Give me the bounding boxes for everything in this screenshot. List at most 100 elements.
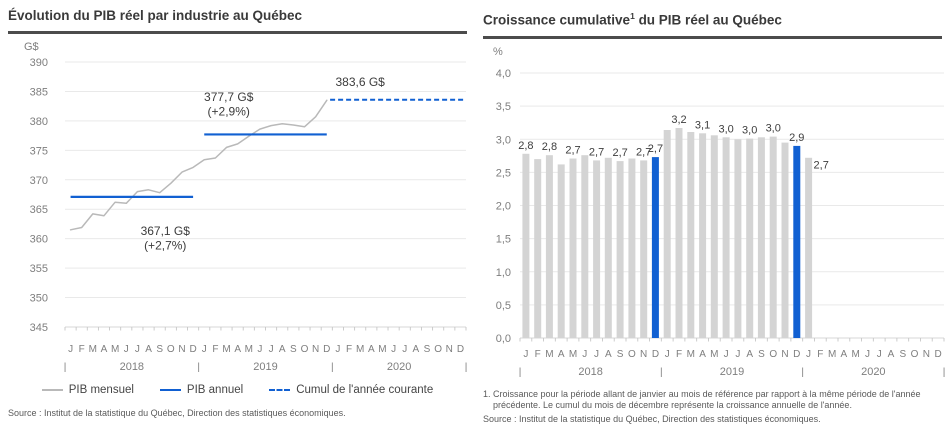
bar [781, 142, 789, 338]
bar [805, 157, 813, 338]
year-separator: | [519, 367, 522, 378]
month-label: M [89, 344, 97, 355]
month-label: J [269, 344, 274, 355]
month-label: J [877, 349, 882, 360]
y-tick-label: 3,5 [496, 101, 511, 113]
year-separator: | [64, 362, 67, 373]
month-label: A [746, 349, 753, 360]
month-label: J [865, 349, 870, 360]
month-label: D [323, 344, 330, 355]
year-label: 2018 [120, 361, 144, 373]
bar [675, 127, 683, 338]
month-label: J [68, 344, 73, 355]
year-separator: | [331, 362, 334, 373]
bar [581, 154, 589, 338]
month-label: A [699, 349, 706, 360]
blue-line-swatch [159, 388, 181, 391]
bar [699, 132, 707, 338]
bar [687, 131, 695, 338]
year-label: 2019 [253, 361, 277, 373]
right-source-note: Source : Institut de la statistique du Q… [483, 414, 821, 425]
month-label: A [841, 349, 848, 360]
month-label: M [569, 349, 577, 360]
y-tick-label: 2,0 [496, 200, 511, 212]
bar [734, 138, 742, 338]
y-tick-label: 4,0 [496, 68, 511, 80]
month-label: F [817, 349, 823, 360]
value-annotation: (+2,7%) [144, 239, 186, 253]
bar [616, 160, 624, 338]
month-label: A [413, 344, 420, 355]
month-label: J [257, 344, 262, 355]
y-axis-unit-label: G$ [24, 41, 39, 53]
y-tick-label: 350 [30, 293, 48, 305]
bar-value-label: 2,8 [518, 139, 533, 151]
legend-item-cumul: Cumul de l'année courante [269, 384, 433, 396]
month-label: J [402, 344, 407, 355]
bar-value-label: 2,7 [612, 147, 627, 159]
bar [757, 136, 765, 338]
month-label: N [446, 344, 453, 355]
legend-item-pib-mensuel: PIB mensuel [41, 384, 134, 396]
month-label: A [605, 349, 612, 360]
month-label: A [145, 344, 152, 355]
month-label: A [368, 344, 375, 355]
y-axis-unit-label: % [493, 46, 503, 58]
right-title-footnote-marker: 1 [630, 11, 635, 21]
year-separator: | [943, 367, 946, 378]
month-label: M [378, 344, 386, 355]
year-label: 2018 [578, 366, 602, 378]
bar-value-label: 2,7 [565, 144, 580, 156]
y-tick-label: 0,0 [496, 333, 511, 345]
month-label: J [391, 344, 396, 355]
y-tick-label: 1,0 [496, 266, 511, 278]
year-label: 2019 [720, 366, 744, 378]
left-chart-title: Évolution du PIB réel par industrie au Q… [8, 8, 303, 23]
month-label: N [923, 349, 930, 360]
bar-value-label: 2,8 [542, 141, 557, 153]
line-chart-legend: PIB mensuel PIB annuel Cumul de l'année … [8, 382, 467, 397]
y-tick-label: 390 [30, 57, 48, 69]
value-annotation: 367,1 G$ [141, 224, 191, 238]
legend-label: Cumul de l'année courante [296, 383, 434, 396]
month-label: A [234, 344, 241, 355]
bar-value-label: 3,0 [766, 122, 781, 134]
bar [604, 157, 612, 338]
month-label: N [640, 349, 647, 360]
bar [522, 153, 530, 338]
legend-label: PIB annuel [186, 383, 244, 396]
bar [545, 154, 553, 338]
panel-right: Croissance cumulative1 du PIB réel au Qu… [475, 0, 950, 437]
month-label: M [687, 349, 695, 360]
month-label: J [335, 344, 340, 355]
value-annotation: (+2,9%) [208, 104, 250, 118]
year-separator: | [801, 367, 804, 378]
y-tick-label: 355 [30, 263, 48, 275]
y-tick-label: 375 [30, 145, 48, 157]
y-tick-label: 345 [30, 322, 48, 334]
month-label: S [617, 349, 624, 360]
month-label: D [793, 349, 800, 360]
y-tick-label: 2,5 [496, 167, 511, 179]
month-label: M [710, 349, 718, 360]
month-label: N [781, 349, 788, 360]
month-label: F [212, 344, 218, 355]
y-tick-label: 380 [30, 116, 48, 128]
y-tick-label: 370 [30, 175, 48, 187]
month-label: J [806, 349, 811, 360]
y-tick-label: 365 [30, 204, 48, 216]
bar-december-highlight [651, 156, 659, 338]
bar [569, 158, 577, 338]
month-label: F [346, 344, 352, 355]
month-label: J [523, 349, 528, 360]
month-label: O [167, 344, 175, 355]
month-label: M [828, 349, 836, 360]
right-title-rule [483, 35, 942, 39]
year-separator: | [197, 362, 200, 373]
month-label: J [665, 349, 670, 360]
month-label: A [101, 344, 108, 355]
legend-item-pib-annuel: PIB annuel [159, 383, 244, 396]
bar-december-highlight [793, 145, 801, 338]
